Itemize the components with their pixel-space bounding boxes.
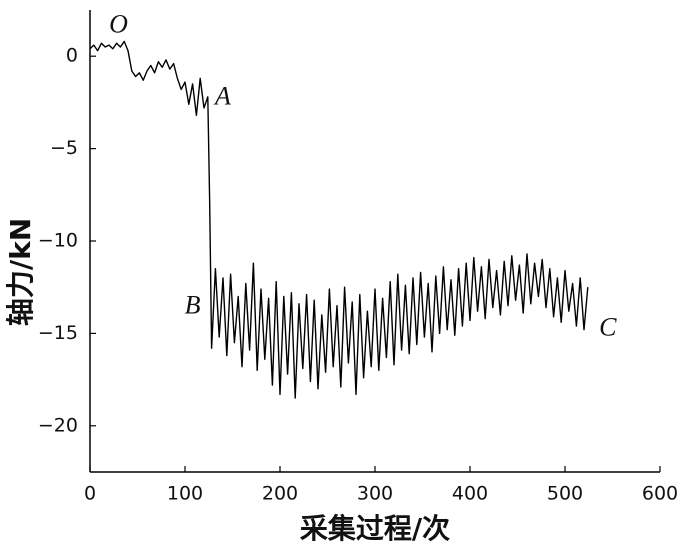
x-axis-label: 采集过程/次 xyxy=(300,512,450,545)
x-tick-label: 100 xyxy=(167,483,203,505)
y-tick-label: −10 xyxy=(38,230,78,252)
annotation: O xyxy=(109,10,128,39)
data-line xyxy=(89,40,589,399)
y-tick-label: 0 xyxy=(66,45,78,67)
x-tick-label: 400 xyxy=(452,483,488,505)
x-tick-label: 600 xyxy=(642,483,678,505)
x-tick-label: 200 xyxy=(262,483,298,505)
x-tick-label: 0 xyxy=(84,483,96,505)
annotation: A xyxy=(213,82,231,111)
annotation: C xyxy=(599,313,617,342)
y-tick-label: −20 xyxy=(38,414,78,436)
y-axis-label: 轴力/kN xyxy=(4,218,37,326)
y-tick-label: −15 xyxy=(38,322,78,344)
x-tick-label: 500 xyxy=(547,483,583,505)
y-tick-label: −5 xyxy=(50,137,78,159)
x-tick-label: 300 xyxy=(357,483,393,505)
annotation: B xyxy=(185,290,201,319)
